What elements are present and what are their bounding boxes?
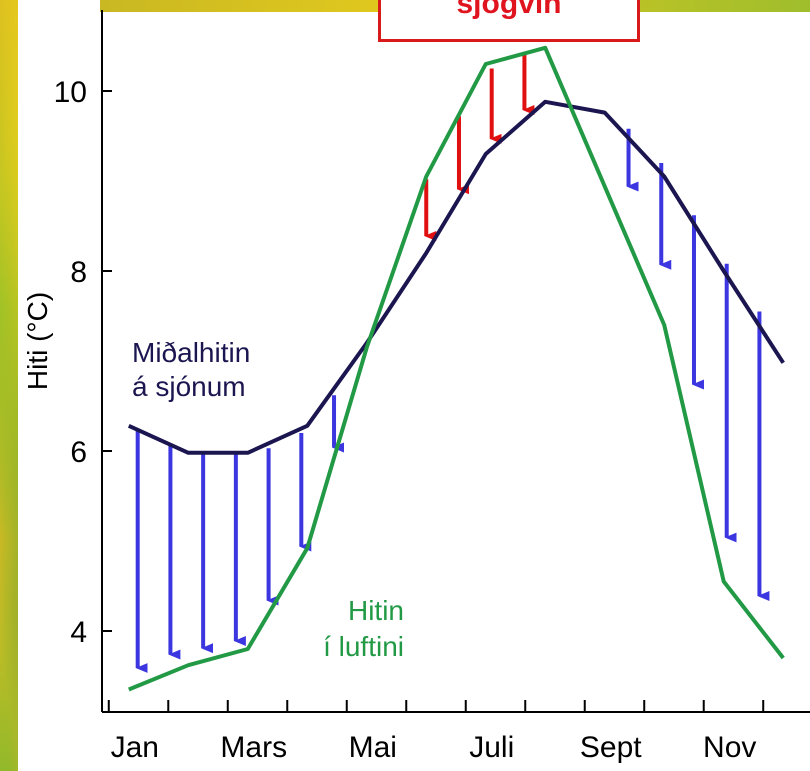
callout-box: sjógvin	[378, 0, 640, 42]
x-tick-label: Nov	[703, 731, 756, 764]
sea-temperature-line	[127, 99, 785, 455]
callout-text: sjógvin	[456, 0, 562, 20]
y-tick-label: 4	[70, 616, 87, 649]
x-tick-label: Juli	[469, 731, 514, 764]
difference-arrows	[135, 53, 770, 673]
x-tick-label: Sept	[580, 731, 642, 764]
air-label: Hitin	[348, 595, 404, 626]
x-tick-label: Mai	[349, 731, 397, 764]
series-lines	[127, 45, 785, 692]
air-label: í luftini	[323, 631, 404, 662]
axes: 4 6 8 10 Hiti (°C) Jan Mars Mai Juli Sept Nov	[22, 10, 810, 764]
y-tick-label: 6	[70, 436, 87, 469]
air-temperature-line	[128, 45, 785, 692]
x-tick-label: Jan	[111, 731, 159, 764]
x-tick-label: Mars	[220, 731, 287, 764]
y-axis-label: Hiti (°C)	[22, 292, 53, 390]
sea-label: á sjónum	[132, 371, 246, 402]
y-tick-label: 10	[54, 76, 87, 109]
y-tick-label: 8	[70, 256, 87, 289]
sea-label: Miðalhitin	[132, 337, 250, 368]
